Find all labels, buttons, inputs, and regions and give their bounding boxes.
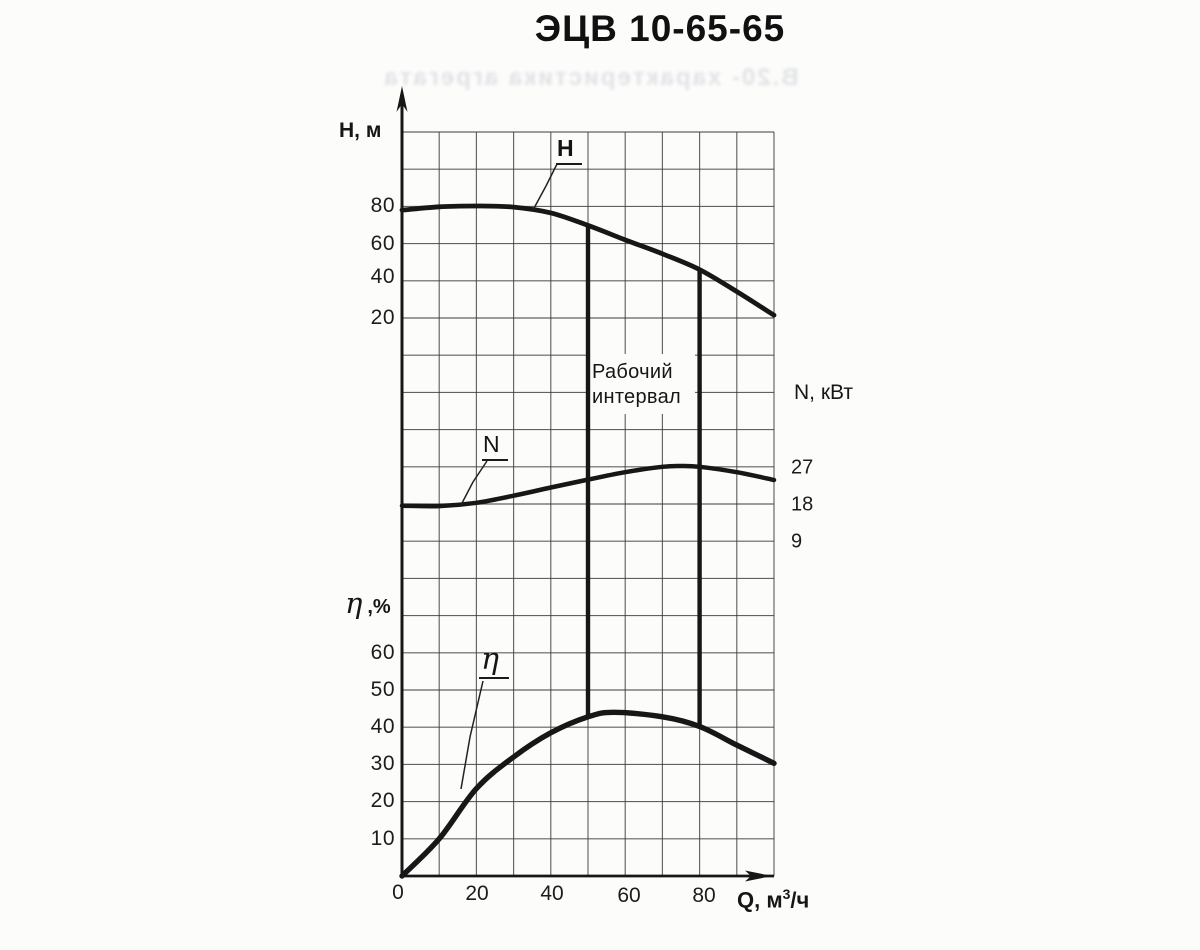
working-interval-label: Рабочий интервал (592, 360, 696, 410)
eta-axis-tick: 30 (370, 752, 395, 775)
working-interval-line2: интервал (592, 386, 681, 408)
h-axis-tick: 60 (370, 232, 395, 255)
q-axis-title-sup: 3 (782, 886, 791, 902)
q-axis-tick: 20 (465, 882, 489, 905)
h-axis-tick: 40 (370, 265, 395, 288)
n-curve-label: N (482, 431, 508, 461)
n-curve (399, 463, 777, 509)
n-curve-leader (460, 460, 488, 506)
working-interval-label-backdrop (589, 354, 695, 414)
q-axis-title: Q, м3/ч (737, 886, 809, 913)
h-axis-tick: 80 (370, 194, 395, 217)
n-axis-tick: 9 (791, 530, 803, 553)
eta-curve-leader (460, 680, 484, 790)
q-axis-tick: 80 (692, 884, 716, 907)
eta-axis-tick: 50 (370, 678, 395, 701)
h-axis-tick: 20 (370, 306, 395, 329)
eta-curve-label: η (479, 645, 509, 679)
n-axis-tick: 27 (791, 456, 814, 479)
h-curve-leader (532, 163, 558, 211)
x-axis-arrow (745, 870, 772, 882)
h-axis-title: Н, м (339, 119, 382, 142)
h-curve-label: Н (556, 135, 582, 165)
q-axis-title-rest: /ч (790, 887, 810, 913)
eta-curve (399, 709, 777, 879)
q-axis-title-base: Q, м (737, 887, 783, 913)
page-title: ЭЦВ 10-65-65 (534, 8, 786, 49)
h-curve (399, 203, 777, 318)
eta-axis-tick: 20 (370, 789, 395, 812)
q-axis-tick: 60 (617, 884, 641, 907)
q-axis-tick: 40 (540, 882, 564, 905)
eta-axis-tick: 60 (370, 641, 395, 664)
n-axis-tick: 18 (791, 493, 814, 516)
eta-axis-tick: 10 (370, 827, 395, 850)
eta-axis-title: η,% (345, 586, 391, 620)
eta-axis-tick: 40 (370, 715, 395, 738)
working-interval-line1: Рабочий (592, 361, 673, 383)
q-axis-tick: 0 (392, 881, 404, 904)
eta-axis-symbol: η (345, 586, 363, 620)
y-axis-arrow (396, 86, 408, 112)
eta-axis-unit: ,% (367, 596, 391, 618)
n-axis-title: N, кВт (794, 381, 853, 404)
